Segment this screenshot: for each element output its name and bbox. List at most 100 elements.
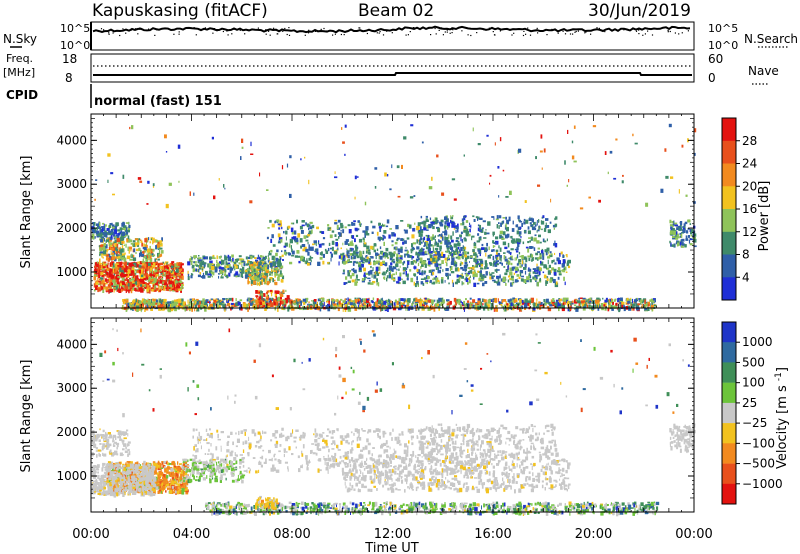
noise-dot: [366, 32, 368, 35]
noise-dot: [108, 33, 110, 35]
scatter-cell: [393, 251, 396, 255]
scatter-cell: [370, 300, 373, 303]
scatter-cell: [118, 284, 121, 287]
noise-dot: [577, 30, 579, 32]
scatter-cell: [469, 303, 472, 308]
scatter-cell: [376, 278, 378, 283]
scatter-cell: [160, 275, 162, 279]
scatter-cell: [406, 237, 410, 240]
scatter-cell: [116, 243, 119, 249]
scatter-cell: [217, 299, 221, 303]
scatter-cell: [99, 230, 102, 234]
scatter-cell: [171, 284, 174, 288]
scatter-cell: [546, 238, 548, 242]
scatter-cell: [99, 233, 103, 238]
scatter-cell: [190, 275, 193, 279]
scatter-cell: [187, 261, 191, 266]
scatter-cell: [123, 299, 126, 303]
scatter-cell: [438, 297, 442, 302]
scatter-cell: [426, 238, 430, 241]
scatter-cell: [363, 274, 365, 277]
scatter-cell: [142, 272, 144, 276]
scatter-cell: [405, 246, 407, 249]
scatter-cell: [550, 253, 553, 257]
scatter-cell: [425, 304, 428, 308]
scatter-cell: [138, 269, 141, 274]
scatter-cell: [124, 286, 126, 290]
scatter-cell: [363, 238, 365, 243]
scatter-cell: [529, 274, 532, 279]
scatter-cell: [174, 284, 177, 288]
scatter-cell: [400, 246, 403, 251]
scatter-cell: [107, 232, 109, 235]
scatter-cell: [249, 200, 253, 204]
scatter-cell: [337, 307, 340, 312]
scatter-cell: [271, 269, 273, 273]
scatter-cell: [254, 274, 258, 277]
scatter-cell: [437, 257, 439, 262]
scatter-cell: [301, 244, 306, 247]
noise-dot: [222, 30, 224, 33]
scatter-cell: [280, 257, 282, 260]
scatter-cell: [297, 255, 301, 258]
scatter-cell: [99, 238, 101, 241]
scatter-cell: [358, 267, 362, 271]
noise-dot: [213, 28, 216, 30]
scatter-cell: [402, 280, 406, 285]
scatter-cell: [106, 237, 109, 240]
scatter-cell: [93, 289, 96, 292]
scatter-cell: [281, 265, 284, 269]
scatter-cell: [359, 224, 362, 227]
noise-dot: [282, 30, 284, 32]
scatter-cell: [134, 238, 139, 241]
scatter-cell: [403, 229, 405, 232]
scatter-cell: [483, 299, 487, 303]
scatter-cell: [274, 271, 277, 275]
scatter-cell: [103, 261, 106, 267]
scatter-cell: [560, 298, 563, 302]
scatter-cell: [259, 270, 261, 274]
scatter-cell: [158, 275, 161, 279]
scatter-cell: [516, 274, 520, 277]
scatter-cell: [112, 224, 115, 229]
scatter-cell: [159, 241, 162, 244]
scatter-cell: [128, 303, 131, 307]
scatter-cell: [537, 257, 541, 260]
scatter-cell: [159, 301, 163, 303]
scatter-cell: [207, 275, 211, 278]
scatter-cell: [258, 291, 261, 294]
scatter-cell: [445, 272, 449, 277]
scatter-cell: [376, 248, 379, 251]
scatter-cell: [495, 236, 499, 240]
scatter-cell: [359, 253, 363, 257]
scatter-cell: [308, 224, 311, 227]
scatter-cell: [596, 304, 599, 309]
scatter-cell: [461, 218, 464, 222]
scatter-cell: [99, 251, 102, 256]
scatter-cell: [519, 307, 523, 312]
scatter-cell: [347, 297, 349, 302]
scatter-cell: [171, 307, 173, 312]
scatter-cell: [165, 284, 167, 289]
scatter-cell: [253, 276, 256, 279]
scatter-cell: [271, 297, 274, 300]
scatter-cell: [570, 303, 572, 306]
scatter-cell: [450, 219, 452, 223]
scatter-cell: [334, 219, 337, 222]
noise-left-label: N.Sky: [3, 32, 37, 46]
scatter-cell: [261, 278, 264, 281]
scatter-cell: [193, 261, 197, 264]
scatter-cell: [266, 293, 268, 299]
scatter-cell: [180, 276, 182, 280]
scatter-cell: [338, 236, 340, 239]
scatter-cell: [93, 276, 96, 281]
scatter-cell: [561, 307, 565, 312]
noise-dot: [442, 34, 444, 36]
scatter-cell: [450, 216, 454, 220]
scatter-cell: [151, 281, 154, 284]
scatter-cell: [254, 257, 257, 259]
scatter-cell: [279, 262, 282, 266]
scatter-cell: [95, 280, 99, 283]
scatter-cell: [415, 260, 417, 264]
scatter-cell: [342, 259, 346, 262]
